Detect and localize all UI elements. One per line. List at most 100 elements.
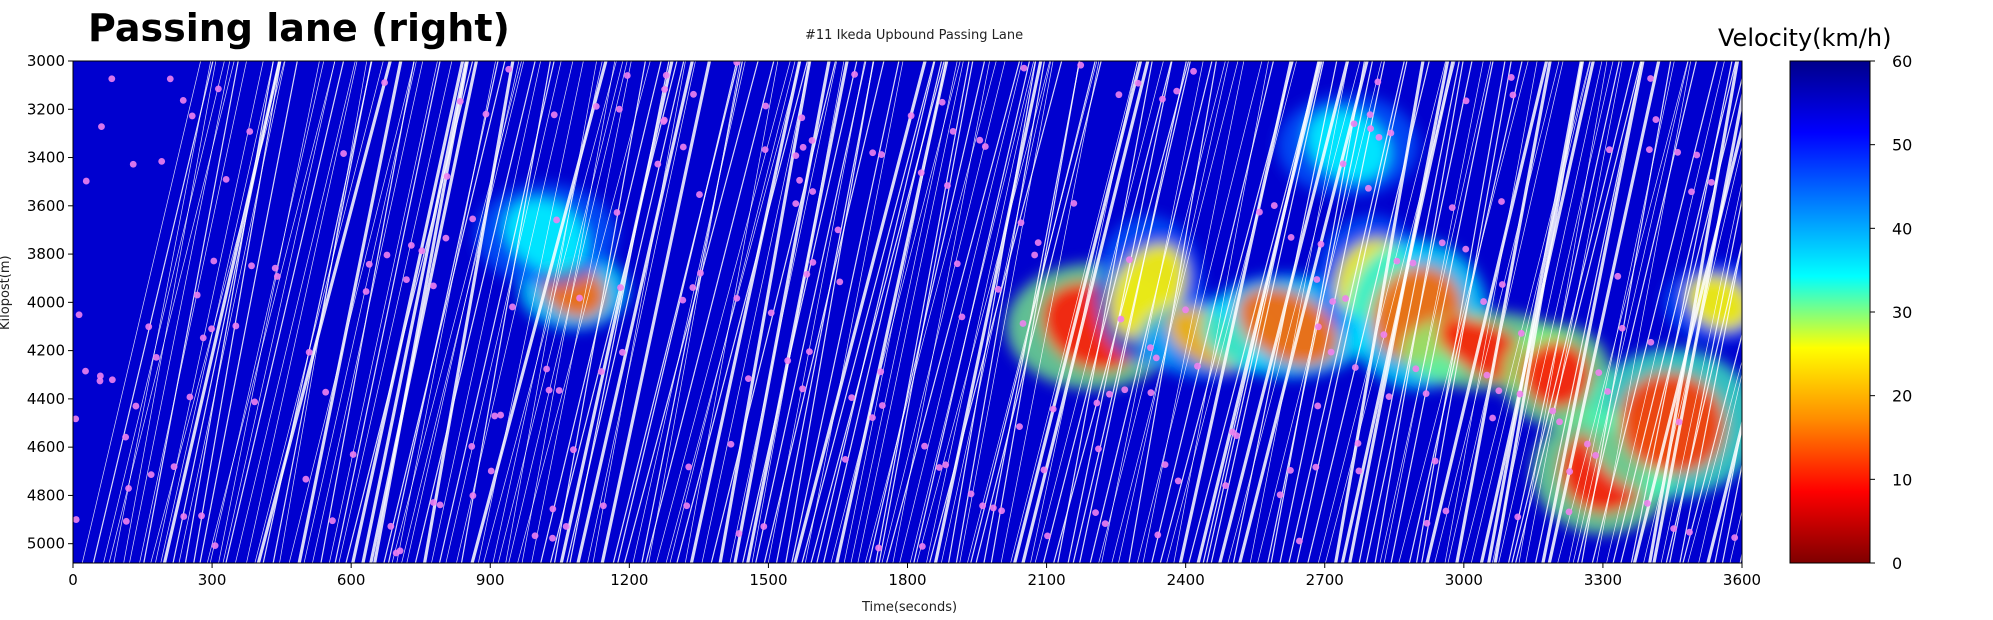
lane-change-point bbox=[998, 507, 1006, 515]
lane-change-point bbox=[436, 501, 444, 509]
trajectory-line bbox=[143, 61, 239, 563]
lane-change-point bbox=[869, 414, 876, 422]
lane-change-point bbox=[562, 523, 570, 530]
colorbar-tick-label: 50 bbox=[1892, 136, 1912, 155]
trajectory-line bbox=[955, 61, 1045, 563]
lane-change-point bbox=[179, 96, 187, 104]
lane-change-point bbox=[1016, 423, 1023, 431]
lane-change-point bbox=[188, 112, 196, 120]
lane-change-point bbox=[158, 157, 166, 165]
lane-change-point bbox=[942, 461, 950, 469]
trajectory-line bbox=[225, 61, 345, 563]
lane-change-point bbox=[809, 188, 817, 195]
lane-change-point bbox=[549, 505, 557, 513]
colorbar-tick-label: 20 bbox=[1892, 387, 1912, 406]
trajectory-line bbox=[139, 61, 247, 563]
lane-change-point bbox=[1295, 537, 1303, 545]
lane-change-point bbox=[619, 348, 626, 356]
trajectory-line bbox=[351, 61, 465, 563]
trajectory-line bbox=[184, 61, 274, 563]
lane-change-point bbox=[767, 309, 775, 317]
lane-change-point bbox=[497, 411, 505, 419]
trajectory-line bbox=[1089, 61, 1213, 563]
lane-change-point bbox=[796, 176, 803, 184]
trajectory-line bbox=[1334, 61, 1425, 563]
lane-change-point bbox=[623, 72, 631, 79]
lane-change-point bbox=[809, 259, 817, 266]
lane-change-point bbox=[1380, 331, 1388, 339]
trajectory-line bbox=[617, 61, 738, 563]
lane-change-point bbox=[456, 97, 464, 105]
trajectory-line bbox=[816, 61, 936, 563]
lane-change-point bbox=[1517, 329, 1525, 337]
x-tick-label: 2100 bbox=[1027, 571, 1065, 589]
x-tick-label: 2700 bbox=[1306, 571, 1344, 589]
trajectory-line bbox=[521, 61, 616, 563]
lane-change-point bbox=[1182, 306, 1189, 314]
y-tick-label: 3400 bbox=[27, 149, 65, 167]
trajectory-line bbox=[320, 61, 415, 563]
lane-change-point bbox=[555, 387, 563, 394]
trajectory-line bbox=[1390, 61, 1494, 563]
lane-change-point bbox=[1327, 348, 1335, 356]
lane-change-point bbox=[1514, 513, 1522, 521]
trajectory-line bbox=[1721, 462, 1742, 563]
lane-change-point bbox=[615, 105, 623, 113]
trajectory-line bbox=[1067, 61, 1173, 563]
colorbar-tick-label: 40 bbox=[1892, 219, 1912, 238]
y-tick-label: 4000 bbox=[27, 293, 65, 311]
lane-change-point bbox=[1592, 451, 1600, 459]
lane-change-point bbox=[733, 294, 741, 302]
lane-change-point bbox=[349, 451, 357, 458]
lane-change-point bbox=[251, 398, 259, 406]
lane-change-point bbox=[1686, 528, 1693, 536]
lane-change-point bbox=[1509, 91, 1517, 99]
trajectory-line bbox=[1687, 359, 1742, 563]
lane-change-point bbox=[617, 284, 624, 291]
trajectory-line bbox=[850, 61, 958, 563]
trajectory-line bbox=[1267, 61, 1374, 563]
trajectory-line bbox=[587, 61, 696, 563]
trajectory-line bbox=[676, 61, 808, 563]
trajectory-line bbox=[933, 61, 1043, 563]
trajectory-line bbox=[1348, 61, 1450, 563]
colorbar: 0 10 20 30 40 50 60 bbox=[1789, 52, 1912, 573]
lane-change-point bbox=[803, 270, 811, 278]
trajectory-line bbox=[1630, 61, 1733, 563]
trajectory-line bbox=[193, 61, 282, 563]
trajectory-line bbox=[1227, 61, 1361, 563]
lane-change-point bbox=[727, 440, 735, 448]
trajectory-line bbox=[755, 61, 867, 563]
lane-change-point bbox=[1618, 324, 1626, 332]
trajectory-line bbox=[103, 61, 225, 563]
lane-change-point bbox=[1652, 116, 1660, 123]
trajectory-line bbox=[1679, 240, 1742, 563]
lane-change-point bbox=[1645, 146, 1653, 154]
lane-change-point bbox=[662, 71, 670, 79]
lane-change-point bbox=[576, 294, 583, 302]
trajectory-line bbox=[632, 61, 746, 563]
trajectory-line bbox=[1159, 61, 1294, 563]
lane-change-point bbox=[679, 296, 687, 304]
colorbar-tick-label: 30 bbox=[1892, 303, 1912, 322]
trajectory-line bbox=[92, 61, 214, 563]
trajectory-line bbox=[746, 61, 849, 563]
trajectory-line bbox=[1136, 61, 1263, 563]
lane-change-point bbox=[1431, 457, 1439, 465]
trajectory-line bbox=[1053, 61, 1190, 563]
lane-change-point bbox=[1462, 245, 1470, 253]
trajectory-line bbox=[1142, 61, 1245, 563]
lane-change-point bbox=[186, 393, 194, 401]
trajectory-line bbox=[1632, 122, 1742, 563]
lane-change-point bbox=[989, 504, 997, 512]
lane-change-point bbox=[1480, 298, 1487, 305]
trajectory-line bbox=[559, 61, 674, 563]
trajectory-line bbox=[262, 61, 373, 563]
lane-change-point bbox=[917, 169, 925, 177]
lane-change-point bbox=[760, 523, 768, 530]
lane-change-point bbox=[689, 284, 697, 291]
trajectory-line bbox=[970, 61, 1096, 563]
y-tick-label: 4200 bbox=[27, 342, 65, 360]
lane-change-point bbox=[660, 116, 668, 124]
lane-change-point bbox=[938, 98, 946, 106]
